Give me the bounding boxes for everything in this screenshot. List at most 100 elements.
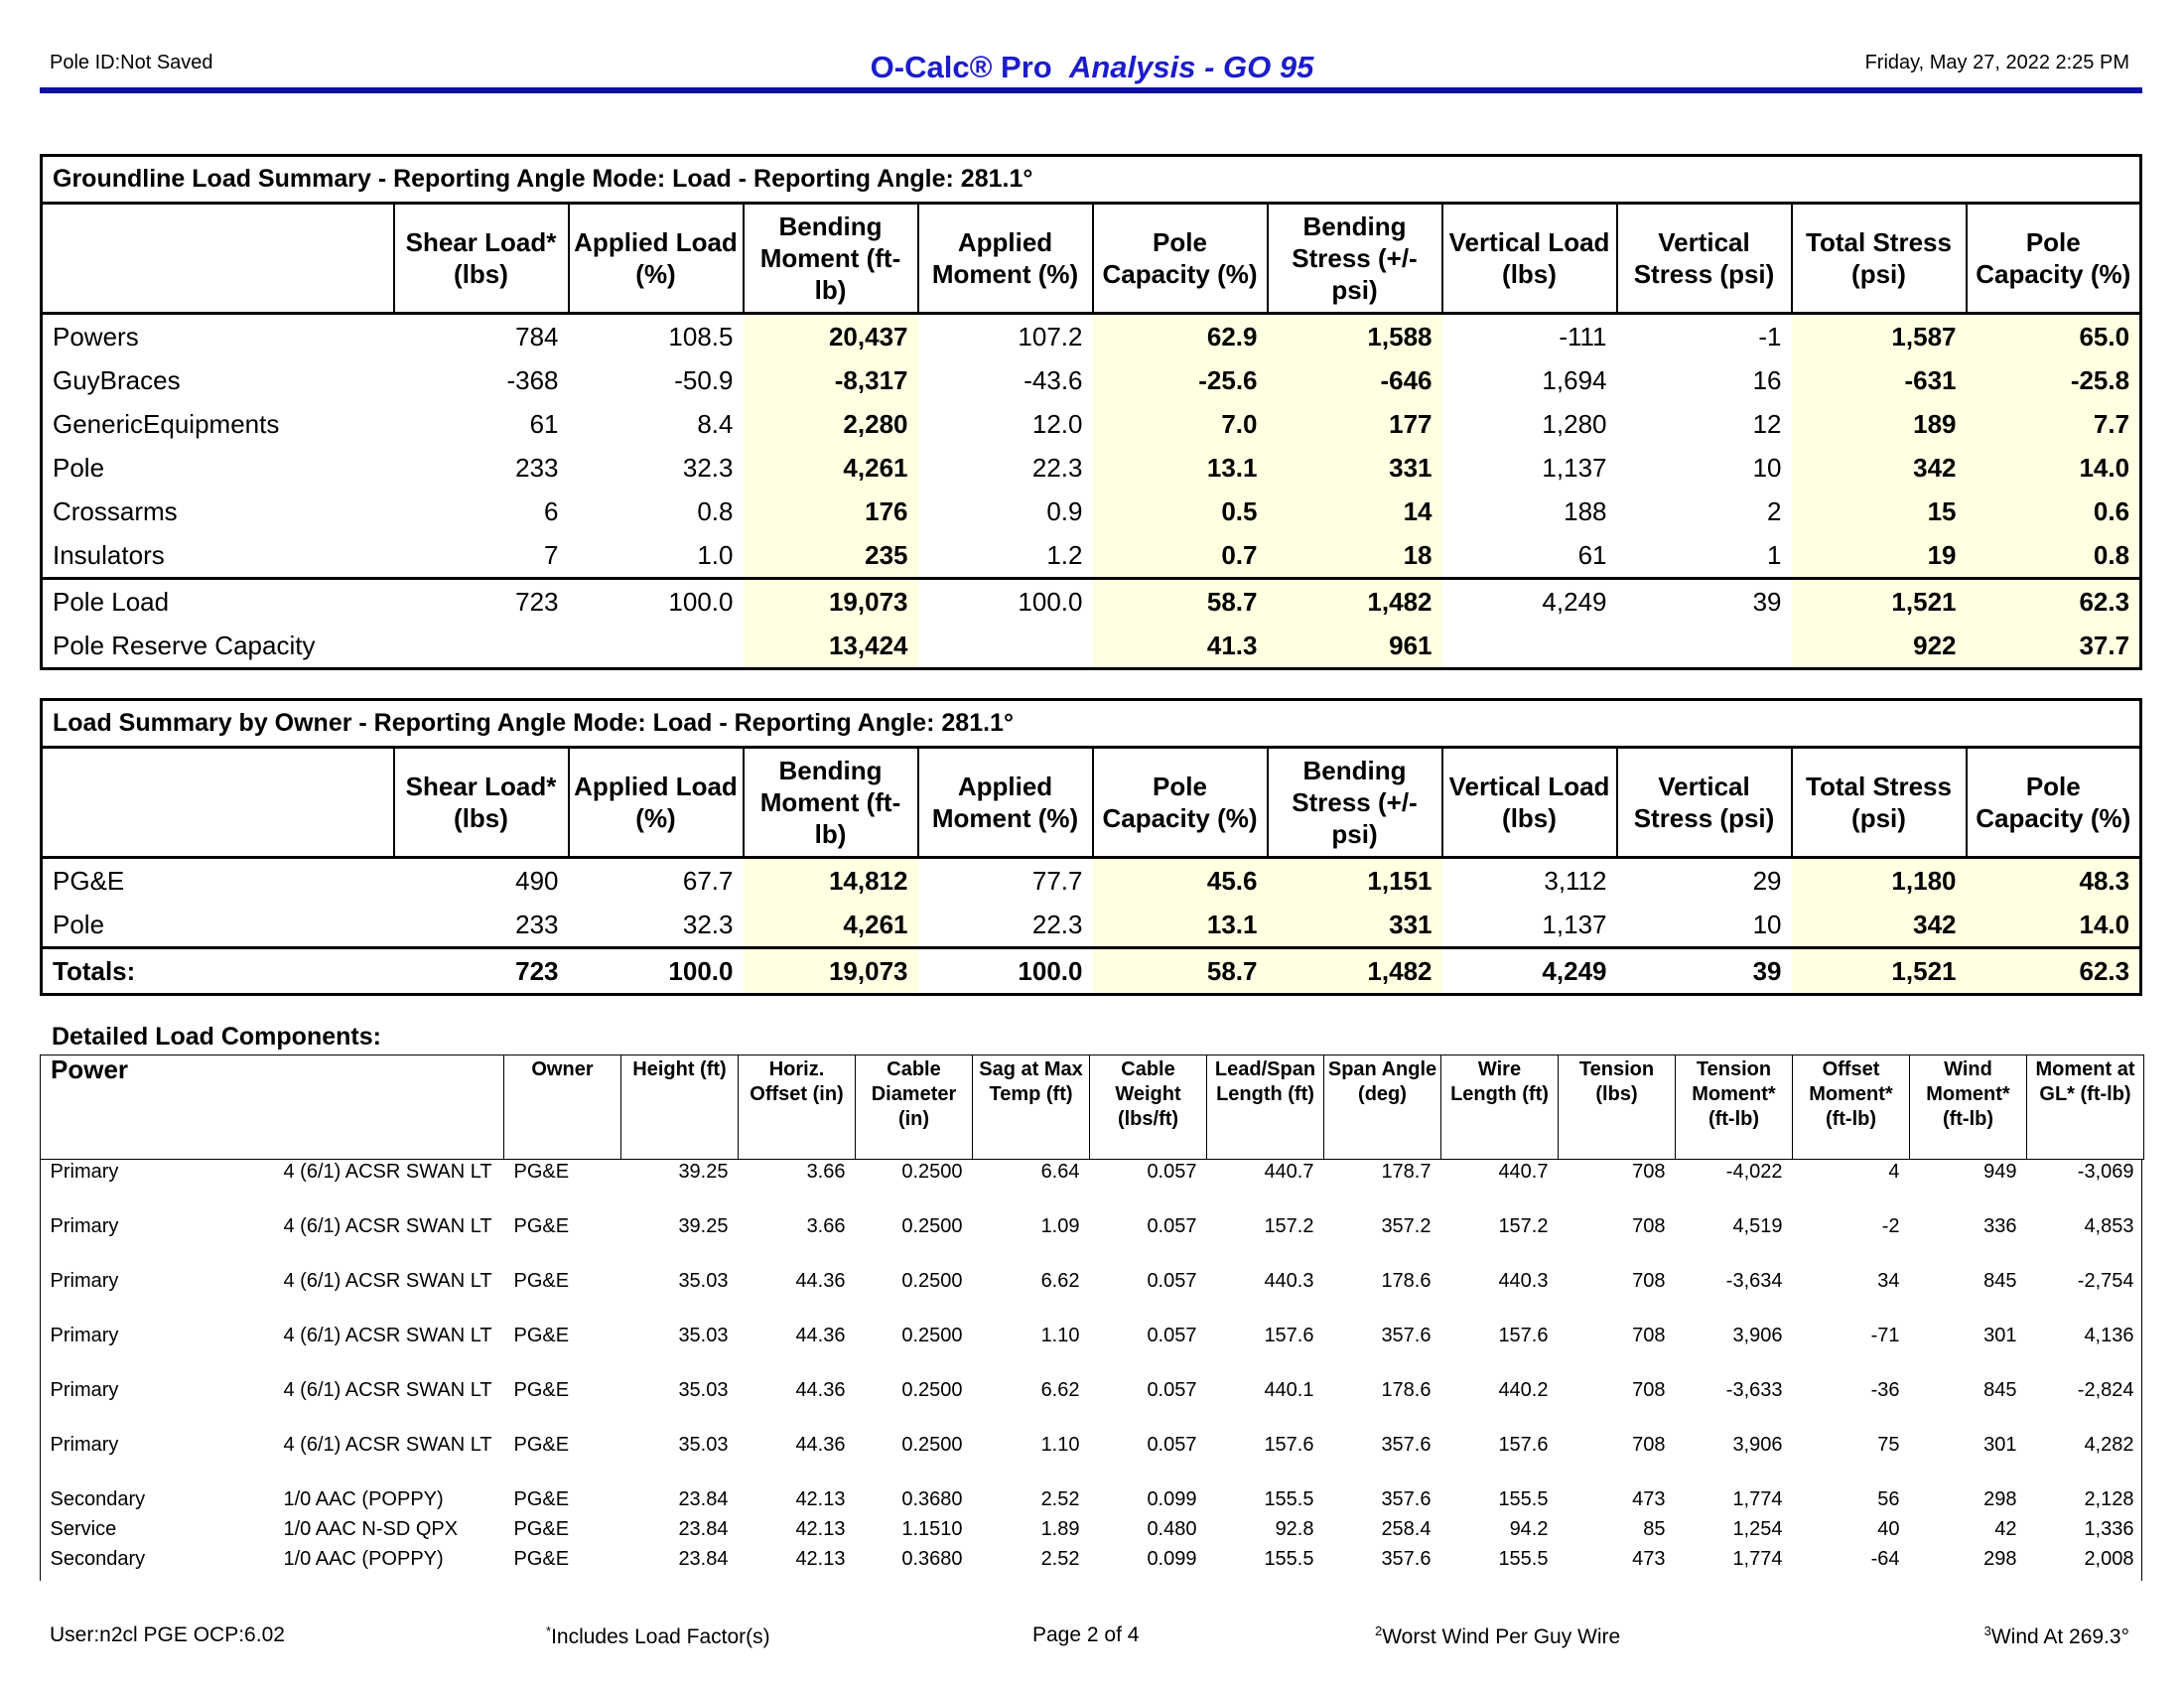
detailed-cell: 6.62 [1040, 1270, 1080, 1292]
groundline-cell: 14 [1267, 490, 1442, 533]
groundline-cell: -646 [1267, 358, 1442, 402]
detailed-load-components-table: Power Owner Height (ft) Horiz. Offset (in) C… [40, 1055, 2144, 1577]
groundline-cell: 233 [515, 452, 559, 483]
owner-cell: 331 [1267, 903, 1442, 948]
groundline-cell: 4,261 [743, 446, 918, 490]
owner-row: Pole 233 32.3 4,261 22.3 13.1 331 1,137 10 342 14.… [42, 903, 2141, 948]
groundline-cell: 32.3 [682, 452, 734, 483]
detailed-cell: 178.6 [1381, 1270, 1432, 1292]
detailed-cell: PG&E [513, 1518, 570, 1540]
groundline-row: Pole Load 723 100.0 19,073 100.0 58.7 1,482 4,2… [41, 577, 2141, 624]
detailed-cell: 708 [1632, 1379, 1666, 1401]
detailed-cell: PG&E [513, 1325, 570, 1346]
groundline-row-label: Crossarms [53, 495, 178, 526]
detailed-cell: Secondary [50, 1548, 146, 1570]
groundline-row: GuyBraces -368 -50.9 -8,317 -43.6 -25.6 -646 1,… [42, 358, 2141, 402]
groundline-caption: Groundline Load Summary - Reporting Angl… [41, 155, 2141, 205]
detailed-col-header: Span Angle (deg) [1323, 1055, 1441, 1160]
owner-row-label: PG&E [53, 865, 125, 896]
detailed-cell: 40 [1877, 1518, 1900, 1540]
groundline-cell: 58.7 [1092, 577, 1268, 624]
detailed-cell: 708 [1632, 1161, 1666, 1183]
footer-note-load-factor-mark: * [546, 1623, 552, 1638]
owner-cell: 1,151 [1267, 857, 1442, 903]
detailed-cell: 75 [1877, 1434, 1900, 1456]
detailed-cell: Primary [50, 1270, 119, 1292]
detailed-cell: 0.057 [1147, 1379, 1197, 1401]
detailed-cell: 3.66 [806, 1161, 846, 1183]
detailed-cell: 42.13 [795, 1548, 846, 1570]
footer-note-load-factor-text: Includes Load Factor(s) [551, 1625, 770, 1648]
detailed-cell: 4,519 [1732, 1215, 1783, 1237]
groundline-cell: 108.5 [668, 321, 734, 352]
groundline-col-header: Bending Moment (ft-lb) [742, 203, 918, 315]
groundline-cell: 1,588 [1267, 313, 1442, 358]
detailed-cell: 1,774 [1732, 1488, 1783, 1510]
owner-cell: 10 [1752, 909, 1782, 939]
detailed-cell: 0.2500 [901, 1161, 963, 1183]
groundline-cell: -50.9 [674, 364, 734, 395]
detailed-cell: 1.10 [1040, 1325, 1080, 1346]
owner-col-header: Vertical Stress (psi) [1615, 747, 1792, 859]
groundline-cell: 0.5 [1092, 490, 1268, 533]
owner-cell: 14.0 [1966, 903, 2141, 948]
detailed-cell: 44.36 [795, 1379, 846, 1401]
detailed-cell: 1,336 [2084, 1518, 2134, 1540]
groundline-row-label: Pole Load [41, 577, 394, 624]
detailed-cell: 0.057 [1147, 1325, 1197, 1346]
groundline-cell: 1 [1767, 539, 1782, 570]
detailed-cell: 42 [1994, 1518, 2017, 1540]
groundline-cell: 331 [1267, 446, 1442, 490]
owner-cell: 67.7 [682, 865, 734, 896]
owner-col-header: Pole Capacity (%) [1091, 747, 1268, 859]
detailed-cell: 0.2500 [901, 1270, 963, 1292]
detailed-cell: 1.89 [1040, 1518, 1080, 1540]
owner-col-header: Shear Load* (lbs) [392, 747, 569, 859]
report-title-sub: Analysis - GO 95 [1068, 50, 1314, 84]
groundline-cell: 7.0 [1092, 402, 1268, 446]
groundline-cell: 7.7 [1966, 402, 2141, 446]
groundline-cell [1617, 624, 1792, 669]
detailed-cell: 6.62 [1040, 1379, 1080, 1401]
groundline-cell: -25.8 [1966, 358, 2141, 402]
groundline-col-header: Pole Capacity (%) [1091, 203, 1268, 315]
detailed-cell: 0.057 [1147, 1161, 1197, 1183]
detailed-row: Primary 4 (6/1) ACSR SWAN LT PG&E 35.03 44.3… [41, 1269, 2144, 1324]
detailed-cell: 1,254 [1732, 1518, 1783, 1540]
detailed-left-border [40, 1159, 41, 1581]
owner-corner [41, 747, 394, 859]
detailed-cell: 44.36 [795, 1325, 846, 1346]
detailed-cell: 440.7 [1264, 1161, 1314, 1183]
detailed-col-header: Lead/Span Length (ft) [1206, 1055, 1324, 1160]
groundline-col-header: Applied Moment (%) [916, 203, 1093, 315]
groundline-cell: -631 [1791, 358, 1967, 402]
detailed-cell: 4,136 [2084, 1325, 2134, 1346]
footer-note-worst-wind-mark: 2 [1375, 1623, 1383, 1638]
owner-col-header: Total Stress (psi) [1790, 747, 1967, 859]
groundline-col-header: Vertical Stress (psi) [1615, 203, 1792, 315]
groundline-cell: 65.0 [1966, 313, 2141, 358]
groundline-cell: 61 [529, 408, 559, 439]
detailed-cell: 56 [1877, 1488, 1900, 1510]
owner-row: PG&E 490 67.7 14,812 77.7 45.6 1,151 3,112 29 1,1… [42, 857, 2141, 903]
detailed-cell: Primary [50, 1379, 119, 1401]
detailed-cell: 3,906 [1732, 1434, 1783, 1456]
detailed-cell: 155.5 [1498, 1488, 1549, 1510]
detailed-cell: 35.03 [678, 1434, 729, 1456]
groundline-cell: 4,249 [1441, 577, 1617, 624]
owner-cell: 490 [515, 865, 559, 896]
groundline-cell: -8,317 [743, 358, 918, 402]
groundline-cell: -25.6 [1092, 358, 1268, 402]
owner-cell: 13.1 [1092, 903, 1268, 948]
detailed-cell: 357.6 [1381, 1434, 1432, 1456]
groundline-cell: 12 [1752, 408, 1782, 439]
owner-cell: 1,521 [1791, 946, 1967, 995]
owner-row-label: Totals: [41, 946, 394, 995]
detailed-cell: -2,824 [2077, 1379, 2134, 1401]
owner-row-label: Pole [53, 909, 105, 939]
detailed-cell: 357.6 [1381, 1488, 1432, 1510]
groundline-row-label: GenericEquipments [53, 408, 280, 439]
detailed-cell: 708 [1632, 1215, 1666, 1237]
groundline-cell: 1,280 [1542, 408, 1607, 439]
groundline-cell: 0.6 [1966, 490, 2141, 533]
